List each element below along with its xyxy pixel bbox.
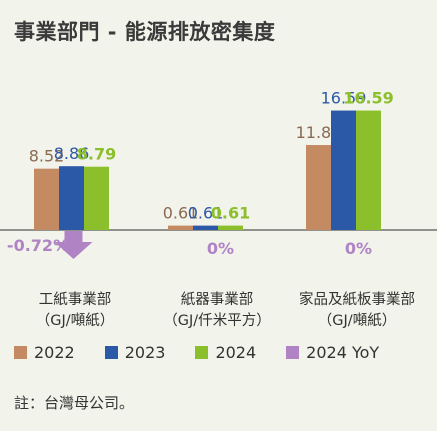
yoy-label-1: 0% xyxy=(207,239,234,258)
bar-2023-0 xyxy=(59,166,84,230)
bar-2024-1 xyxy=(218,225,243,230)
legend-item-2024: 2024 xyxy=(195,343,256,362)
legend-label: 2023 xyxy=(124,343,166,362)
bar-2023-1 xyxy=(193,225,218,230)
bar-2024-2 xyxy=(356,110,381,230)
data-label-2022-0: 8.52 xyxy=(29,147,65,166)
bar-2022-0 xyxy=(34,168,59,230)
data-label-2024-1: 0.61 xyxy=(211,204,250,223)
yoy-down-arrow-0 xyxy=(54,231,93,259)
yoy-label-2: 0% xyxy=(345,239,372,258)
data-label-2022-1: 0.61 xyxy=(163,204,199,223)
bar-2022-1 xyxy=(168,225,193,230)
legend-item-2022: 2022 xyxy=(14,343,75,362)
data-label-2023-0: 8.86 xyxy=(54,144,90,163)
category-name: 家品及紙板事業部 xyxy=(299,292,415,308)
legend-swatch-2023 xyxy=(104,346,118,359)
chart-title: 事業部門 - 能源排放密集度 xyxy=(14,20,276,44)
category-unit: （GJ/噸紙） xyxy=(35,313,115,329)
data-label-2022-2: 11.80 xyxy=(296,123,342,142)
legend-item-2023: 2023 xyxy=(104,343,166,362)
yoy-label-0: -0.72% xyxy=(7,236,69,255)
legend-swatch-yoy xyxy=(286,346,300,359)
legend-swatch-2024 xyxy=(195,346,209,359)
category-unit: （GJ/噸紙） xyxy=(317,313,397,329)
data-label-2024-0: 8.79 xyxy=(77,145,116,164)
legend-item-yoy: 2024 YoY xyxy=(286,343,379,362)
legend-label: 2022 xyxy=(34,343,75,362)
footnote: 註：台灣母公司。 xyxy=(14,394,135,412)
category-unit: （GJ/仟米平方） xyxy=(163,313,271,329)
legend-label: 2024 xyxy=(215,343,257,362)
category-label-household: 家品及紙板事業部 （GJ/噸紙） xyxy=(282,290,432,332)
legend: 2022 2023 2024 2024 YoY xyxy=(14,343,433,362)
bar-2023-2 xyxy=(331,110,356,230)
category-name: 紙器事業部 xyxy=(180,292,254,308)
category-name: 工紙事業部 xyxy=(38,292,112,308)
bar-2024-0 xyxy=(84,166,109,230)
data-label-2024-2: 16.59 xyxy=(343,89,394,108)
category-label-paper: 工紙事業部 （GJ/噸紙） xyxy=(0,290,150,332)
bar-chart: 8.52 0.61 11.80 8.86 0.61 16.59 8.79 0.61 16.59 -… xyxy=(0,89,437,259)
legend-label: 2024 YoY xyxy=(306,343,380,362)
data-label-2023-2: 16.59 xyxy=(321,89,367,108)
category-label-carton: 紙器事業部 （GJ/仟米平方） xyxy=(142,290,292,332)
data-label-2023-1: 0.61 xyxy=(188,204,224,223)
bar-2022-2 xyxy=(306,145,331,230)
legend-swatch-2022 xyxy=(14,346,27,359)
